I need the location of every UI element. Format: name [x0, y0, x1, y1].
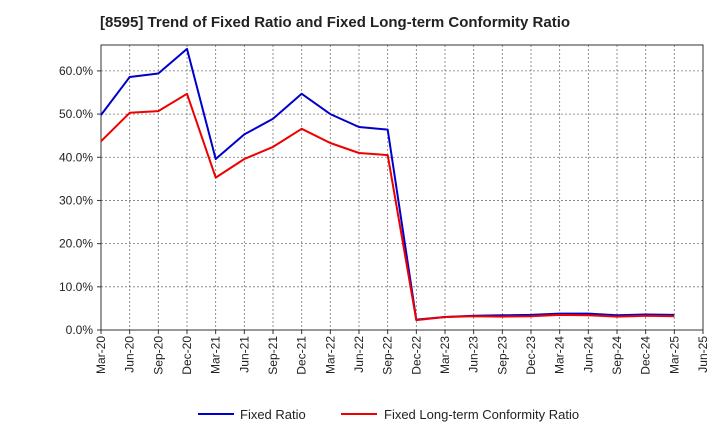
x-tick-label: Sep-23 [495, 336, 509, 375]
y-tick-label: 40.0% [59, 150, 93, 164]
y-tick-label: 50.0% [59, 107, 93, 121]
y-tick-label: 20.0% [59, 237, 93, 251]
x-tick-label: Jun-21 [237, 336, 251, 373]
series-layer [100, 47, 675, 322]
x-tick-label: Mar-24 [553, 336, 567, 374]
x-tick-label: Sep-20 [151, 336, 165, 375]
x-tick-label: Dec-23 [524, 336, 538, 375]
axis-layer: 0.0% 10.0% 20.0% 30.0% 40.0% 50.0% 60.0% Mar-20… [59, 44, 710, 375]
legend: Fixed Ratio Fixed Long-term Conformity Ra… [198, 407, 579, 422]
x-tick-label: Dec-22 [409, 336, 423, 375]
y-tick-label: 30.0% [59, 193, 93, 207]
x-tick-label: Mar-21 [209, 336, 223, 374]
x-tick-label: Mar-20 [94, 336, 108, 374]
x-tick-label: Mar-23 [438, 336, 452, 374]
legend-label: Fixed Ratio [240, 407, 306, 422]
x-tick-label: Mar-22 [323, 336, 337, 374]
x-tick-label: Mar-25 [667, 336, 681, 374]
x-tick-label: Sep-22 [381, 336, 395, 375]
x-tick-label: Jun-24 [581, 336, 595, 373]
chart-title: [8595] Trend of Fixed Ratio and Fixed Lo… [100, 14, 571, 31]
y-tick-label: 10.0% [59, 280, 93, 294]
series-line-fixed-ratio [100, 47, 675, 321]
x-tick-label: Dec-21 [295, 336, 309, 375]
series-line-fixed-long-term-conformity-ratio [100, 92, 675, 322]
plot-frame [100, 44, 704, 331]
y-tick-label: 0.0% [66, 323, 94, 337]
x-tick-label: Jun-22 [352, 336, 366, 373]
x-tick-label: Sep-21 [266, 336, 280, 375]
x-tick-label: Sep-24 [610, 336, 624, 375]
x-tick-label: Dec-24 [639, 336, 653, 375]
x-tick-label: Jun-20 [123, 336, 137, 373]
y-tick-label: 60.0% [59, 64, 93, 78]
grid-layer [101, 45, 703, 330]
x-tick-label: Jun-23 [467, 336, 481, 373]
x-tick-label: Jun-25 [696, 336, 710, 373]
x-tick-label: Dec-20 [180, 336, 194, 375]
legend-label: Fixed Long-term Conformity Ratio [384, 407, 579, 422]
